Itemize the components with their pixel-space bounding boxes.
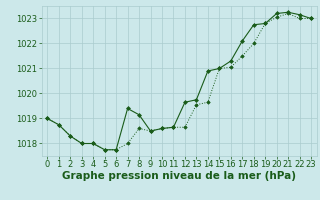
X-axis label: Graphe pression niveau de la mer (hPa): Graphe pression niveau de la mer (hPa) [62,171,296,181]
